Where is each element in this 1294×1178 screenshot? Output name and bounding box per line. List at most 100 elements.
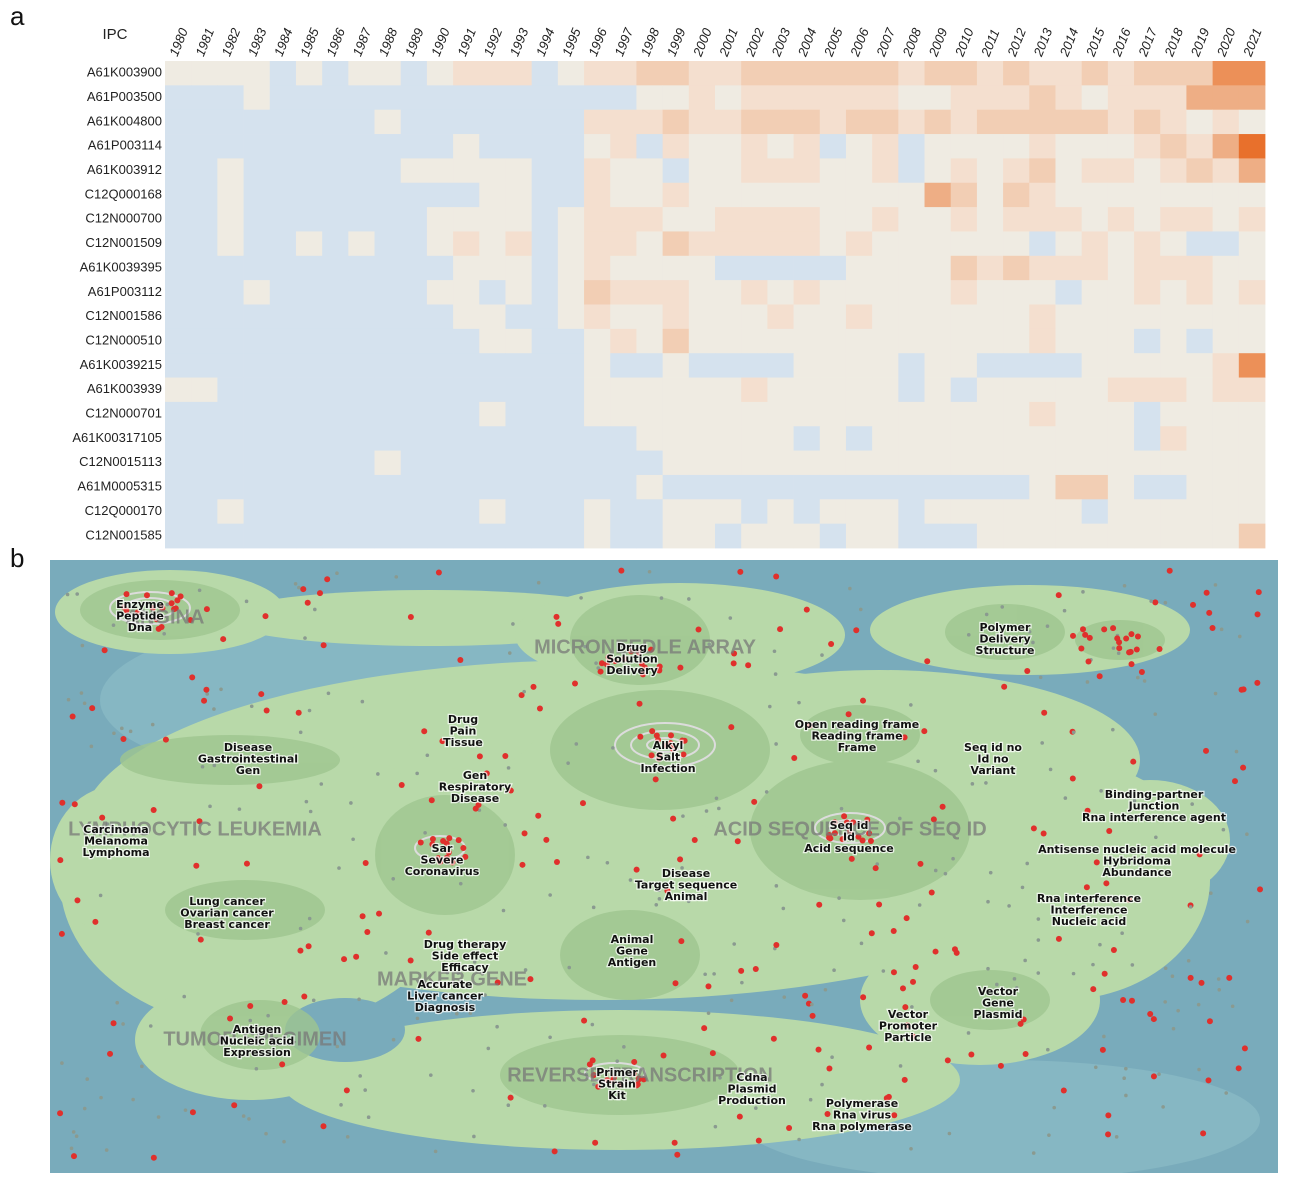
- document-dot: [831, 819, 838, 826]
- heat-cell: [1212, 231, 1240, 257]
- heat-cell: [950, 134, 978, 159]
- background-dot: [1093, 1065, 1098, 1070]
- heat-cell: [1238, 109, 1266, 135]
- heat-cell: [584, 328, 611, 354]
- heat-cell: [479, 134, 506, 159]
- heat-cell: [505, 523, 533, 549]
- heat-cell: [819, 474, 847, 500]
- background-dot: [282, 1139, 286, 1144]
- heat-cell: [1160, 280, 1187, 305]
- heat-cell: [243, 182, 271, 208]
- heat-cell: [636, 280, 664, 305]
- heat-cell: [715, 134, 742, 159]
- document-dot: [521, 830, 528, 837]
- document-dot: [815, 1046, 822, 1053]
- background-dot: [774, 742, 778, 746]
- background-dot: [80, 643, 85, 648]
- heat-cell: [1003, 377, 1030, 403]
- document-dot: [1084, 807, 1091, 814]
- document-dot: [677, 664, 684, 671]
- document-dot: [58, 930, 65, 937]
- heat-cell: [793, 109, 821, 135]
- heat-cell: [1003, 328, 1030, 354]
- heat-cell: [662, 328, 690, 354]
- heat-cell: [976, 231, 1004, 257]
- heat-cell: [505, 499, 533, 525]
- row-label: C12N000510: [85, 332, 162, 347]
- background-dot: [820, 653, 824, 657]
- document-dot: [633, 866, 640, 873]
- heat-cell: [845, 304, 873, 330]
- cluster-term: Open reading frame: [795, 718, 919, 731]
- document-dot: [1055, 592, 1062, 599]
- document-dot: [755, 1137, 762, 1144]
- background-dot: [522, 689, 526, 694]
- heat-cell: [453, 401, 480, 427]
- document-dot: [1196, 851, 1203, 858]
- heat-cell: [1003, 61, 1030, 86]
- document-dot: [1022, 1051, 1029, 1058]
- background-dot: [909, 1146, 913, 1151]
- heat-cell: [976, 499, 1004, 525]
- heat-cell: [741, 231, 768, 257]
- heat-cell: [636, 134, 664, 159]
- heat-cell: [1003, 353, 1030, 378]
- heat-cell: [505, 304, 533, 330]
- cluster-term: Promoter: [879, 1020, 938, 1033]
- background-dot: [1161, 1105, 1165, 1109]
- heat-cell: [610, 328, 637, 354]
- document-dot: [425, 929, 432, 936]
- cluster-term: Respiratory: [439, 781, 511, 794]
- column-label: 1983: [245, 25, 270, 58]
- background-dot: [729, 998, 734, 1003]
- background-dot: [832, 968, 836, 973]
- heat-cell: [191, 158, 218, 184]
- heat-cell: [1029, 158, 1056, 184]
- heat-cell: [741, 426, 768, 451]
- document-dot: [640, 1076, 647, 1083]
- heat-cell: [898, 450, 925, 476]
- cluster-term: Binding-partner: [1105, 788, 1204, 801]
- heat-cell: [426, 207, 454, 232]
- heat-cell: [741, 85, 768, 111]
- heat-cell: [976, 158, 1004, 184]
- heat-cell: [243, 426, 271, 451]
- heat-cell: [636, 231, 664, 257]
- heat-cell: [1212, 255, 1240, 281]
- background-dot: [120, 726, 124, 731]
- background-dot: [797, 1137, 801, 1142]
- document-dot: [1125, 896, 1132, 903]
- heat-cell: [1212, 450, 1240, 476]
- heat-cell: [793, 450, 821, 476]
- heat-cell: [688, 134, 716, 159]
- heat-cell: [819, 450, 847, 476]
- document-dot: [791, 754, 798, 761]
- heat-cell: [715, 182, 742, 208]
- heat-cell: [924, 450, 952, 476]
- document-dot: [1080, 626, 1087, 633]
- heat-cell: [217, 450, 244, 476]
- heat-cell: [1055, 158, 1083, 184]
- heat-cell: [400, 134, 428, 159]
- heat-cell: [1029, 280, 1056, 305]
- heat-cell: [453, 328, 480, 354]
- heat-cell: [898, 401, 925, 427]
- background-dot: [313, 607, 317, 612]
- background-dot: [339, 1103, 343, 1107]
- heat-cell: [872, 328, 899, 354]
- document-dot: [376, 910, 383, 917]
- heat-cell: [557, 182, 585, 208]
- heat-cell: [400, 280, 428, 305]
- cluster-term: Disease: [224, 741, 272, 754]
- heat-cell: [1055, 255, 1083, 281]
- heat-cell: [191, 280, 218, 305]
- heat-cell: [950, 158, 978, 184]
- document-dot: [850, 819, 857, 826]
- heat-cell: [662, 353, 690, 378]
- heat-cell: [1238, 377, 1266, 403]
- heat-cell: [479, 426, 506, 451]
- heat-cell: [348, 304, 375, 330]
- background-dot: [156, 1115, 161, 1119]
- heat-cell: [636, 85, 664, 111]
- heat-cell: [715, 85, 742, 111]
